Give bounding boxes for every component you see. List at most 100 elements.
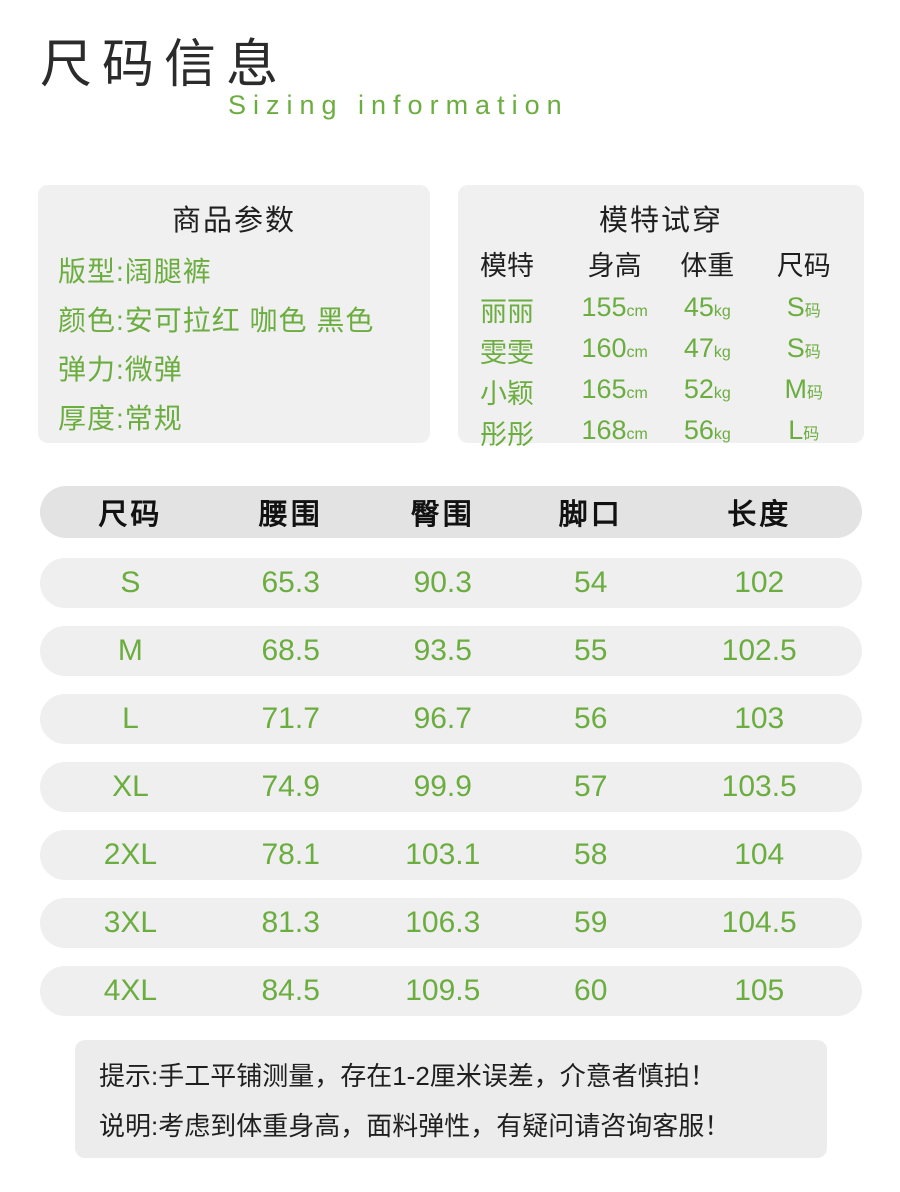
leg-opening-cell: 54 xyxy=(574,566,608,599)
height-unit: cm xyxy=(626,303,648,320)
model-weight: 45kg xyxy=(661,289,754,330)
model-tryon-title: 模特试穿 xyxy=(598,205,723,237)
length-cell: 102 xyxy=(734,566,785,599)
model-height: 155cm xyxy=(568,289,661,330)
length-cell: 104 xyxy=(734,838,785,871)
weight-unit: kg xyxy=(713,385,731,402)
size-table-row: L 71.7 96.7 56 103 xyxy=(40,694,862,744)
hip-cell: 109.5 xyxy=(405,974,481,1007)
model-tryon-box: 模特试穿 模特 身高 体重 尺码 丽丽 155cm 45kg S码 雯雯 160… xyxy=(458,185,864,450)
model-height: 165cm xyxy=(568,371,661,412)
weight-unit: kg xyxy=(713,426,731,443)
model-name: 雯雯 xyxy=(480,338,534,368)
height-unit: cm xyxy=(626,426,648,443)
size-table-row: 3XL 81.3 106.3 59 104.5 xyxy=(40,898,862,948)
height-value: 160 xyxy=(581,333,627,363)
size-value: M xyxy=(784,374,808,404)
leg-opening-cell: 57 xyxy=(574,770,608,803)
model-size: S码 xyxy=(754,330,854,371)
model-name: 彤彤 xyxy=(480,420,534,450)
size-value: S xyxy=(786,333,805,363)
length-cell: 103.5 xyxy=(721,770,797,803)
size-cell: 2XL xyxy=(103,838,158,871)
col-waist-label: 腰围 xyxy=(258,499,323,531)
col-model: 模特 xyxy=(480,251,534,281)
size-value: S xyxy=(786,292,805,322)
length-cell: 103 xyxy=(734,702,785,735)
col-size: 尺码 xyxy=(776,251,831,281)
size-table-row: 4XL 84.5 109.5 60 105 xyxy=(40,966,862,1016)
leg-opening-cell: 56 xyxy=(574,702,608,735)
model-row: 小颖 165cm 52kg M码 xyxy=(468,371,854,412)
col-length-label: 长度 xyxy=(727,499,792,531)
size-table-header: 尺码 腰围 臀围 脚口 长度 xyxy=(40,486,862,538)
weight-value: 45 xyxy=(683,292,714,322)
note-measurement: 提示:手工平铺测量，存在1-2厘米误差，介意者慎拍！ xyxy=(99,1061,716,1091)
leg-opening-cell: 55 xyxy=(574,634,608,667)
model-weight: 47kg xyxy=(661,330,754,371)
size-cell: L xyxy=(122,702,139,735)
hip-cell: 103.1 xyxy=(405,838,481,871)
hip-cell: 106.3 xyxy=(405,906,481,939)
height-value: 155 xyxy=(581,292,627,322)
col-weight: 体重 xyxy=(680,251,735,281)
param-style: 版型:阔腿裤 xyxy=(58,256,212,287)
param-elasticity: 弹力:微弹 xyxy=(58,354,183,385)
model-weight: 56kg xyxy=(661,412,754,453)
size-table-row: XL 74.9 99.9 57 103.5 xyxy=(40,762,862,812)
model-row: 彤彤 168cm 56kg L码 xyxy=(468,412,854,453)
hip-cell: 99.9 xyxy=(413,770,472,803)
product-params-box: 商品参数 版型:阔腿裤 颜色:安可拉红 咖色 黑色 弹力:微弹 厚度:常规 xyxy=(38,185,430,443)
leg-opening-cell: 58 xyxy=(574,838,608,871)
size-cell: 4XL xyxy=(103,974,158,1007)
waist-cell: 81.3 xyxy=(261,906,320,939)
model-size: S码 xyxy=(754,289,854,330)
length-cell: 104.5 xyxy=(721,906,797,939)
size-unit: 码 xyxy=(804,303,821,320)
size-cell: XL xyxy=(112,770,149,803)
model-table-header: 模特 身高 体重 尺码 xyxy=(468,247,854,285)
param-thickness: 厚度:常规 xyxy=(58,403,183,434)
leg-opening-cell: 59 xyxy=(574,906,608,939)
col-height: 身高 xyxy=(587,251,642,281)
size-cell: S xyxy=(120,566,141,599)
param-color: 颜色:安可拉红 咖色 黑色 xyxy=(58,305,375,336)
height-unit: cm xyxy=(626,385,648,402)
weight-value: 47 xyxy=(683,333,714,363)
model-row: 雯雯 160cm 47kg S码 xyxy=(468,330,854,371)
size-table-row: S 65.3 90.3 54 102 xyxy=(40,558,862,608)
model-size: L码 xyxy=(754,412,854,453)
page-subtitle: Sizing information xyxy=(228,90,569,120)
model-height: 168cm xyxy=(568,412,661,453)
size-table: 尺码 腰围 臀围 脚口 长度 S 65.3 90.3 54 102 M 68.5… xyxy=(40,486,862,1034)
length-cell: 105 xyxy=(734,974,785,1007)
leg-opening-cell: 60 xyxy=(574,974,608,1007)
hip-cell: 93.5 xyxy=(413,634,472,667)
waist-cell: 84.5 xyxy=(261,974,320,1007)
size-unit: 码 xyxy=(807,385,824,402)
notes-box: 提示:手工平铺测量，存在1-2厘米误差，介意者慎拍！ 说明:考虑到体重身高，面料… xyxy=(75,1040,827,1158)
model-name: 小颖 xyxy=(480,379,534,409)
hip-cell: 90.3 xyxy=(413,566,472,599)
col-hip-label: 臀围 xyxy=(410,499,475,531)
weight-value: 56 xyxy=(683,415,714,445)
size-cell: M xyxy=(117,634,143,667)
size-cell: 3XL xyxy=(103,906,158,939)
model-height: 160cm xyxy=(568,330,661,371)
size-table-row: 2XL 78.1 103.1 58 104 xyxy=(40,830,862,880)
weight-value: 52 xyxy=(683,374,714,404)
height-value: 168 xyxy=(581,415,627,445)
model-weight: 52kg xyxy=(661,371,754,412)
size-value: L xyxy=(788,415,804,445)
col-leg-opening-label: 脚口 xyxy=(558,499,623,531)
waist-cell: 78.1 xyxy=(261,838,320,871)
model-row: 丽丽 155cm 45kg S码 xyxy=(468,289,854,330)
height-value: 165 xyxy=(581,374,627,404)
weight-unit: kg xyxy=(713,303,731,320)
waist-cell: 68.5 xyxy=(261,634,320,667)
waist-cell: 71.7 xyxy=(261,702,320,735)
page-title: 尺码信息 xyxy=(40,36,289,94)
model-name: 丽丽 xyxy=(480,297,534,327)
length-cell: 102.5 xyxy=(721,634,797,667)
